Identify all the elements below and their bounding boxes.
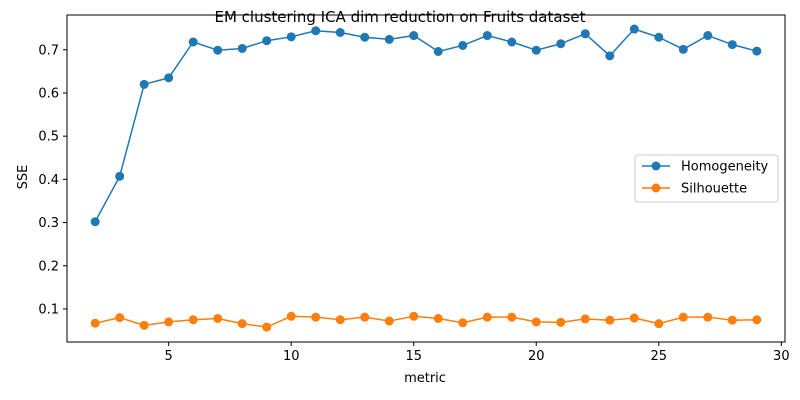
data-point-homogeneity — [237, 43, 247, 53]
plot-area — [90, 24, 762, 332]
data-point-homogeneity — [752, 46, 762, 56]
data-point-silhouette — [164, 317, 174, 327]
legend-marker-silhouette — [651, 183, 661, 193]
chart-title: EM clustering ICA dim reduction on Fruit… — [214, 8, 585, 26]
x-tick-label: 25 — [651, 349, 668, 364]
data-point-silhouette — [115, 313, 125, 323]
data-point-silhouette — [629, 313, 639, 323]
data-point-homogeneity — [629, 24, 639, 34]
data-point-homogeneity — [311, 26, 321, 36]
data-point-homogeneity — [164, 73, 174, 83]
data-point-silhouette — [360, 312, 370, 322]
legend-label-silhouette: Silhouette — [681, 182, 747, 197]
data-point-silhouette — [654, 319, 664, 329]
data-point-homogeneity — [115, 171, 125, 181]
data-point-silhouette — [139, 320, 149, 330]
x-axis: 5 10 15 20 25 30 — [165, 342, 790, 364]
data-point-homogeneity — [286, 32, 296, 42]
y-axis: 0.1 0.2 0.3 0.4 0.5 0.6 0.7 — [38, 43, 67, 317]
x-tick-label: 5 — [165, 349, 173, 364]
data-point-silhouette — [507, 312, 517, 322]
data-point-homogeneity — [654, 32, 664, 42]
data-point-silhouette — [433, 313, 443, 323]
data-point-homogeneity — [188, 37, 198, 47]
x-tick-label: 20 — [528, 349, 545, 364]
axes-frame — [66, 14, 786, 343]
data-point-homogeneity — [262, 36, 272, 46]
data-point-homogeneity — [213, 45, 223, 55]
legend-marker-homogeneity — [651, 161, 661, 171]
data-point-silhouette — [262, 322, 272, 332]
data-point-silhouette — [752, 315, 762, 325]
series-line-silhouette — [95, 315, 757, 328]
y-tick-label: 0.7 — [38, 43, 59, 58]
data-point-silhouette — [311, 312, 321, 322]
data-point-homogeneity — [556, 39, 566, 49]
data-point-homogeneity — [139, 79, 149, 89]
y-tick-label: 0.5 — [38, 130, 59, 145]
data-point-silhouette — [409, 311, 419, 321]
data-point-silhouette — [213, 313, 223, 323]
legend: Homogeneity Silhouette — [634, 154, 779, 203]
data-point-silhouette — [605, 315, 615, 325]
y-tick-label: 0.4 — [38, 173, 59, 188]
x-tick-label: 10 — [283, 349, 300, 364]
x-tick-label: 30 — [773, 349, 790, 364]
y-tick-label: 0.2 — [38, 259, 59, 274]
data-point-silhouette — [580, 314, 590, 324]
data-point-silhouette — [90, 318, 100, 328]
y-tick-label: 0.1 — [38, 302, 59, 317]
data-point-silhouette — [556, 317, 566, 327]
data-point-homogeneity — [90, 217, 100, 227]
data-point-silhouette — [678, 312, 688, 322]
y-tick-label: 0.6 — [38, 86, 59, 101]
data-point-homogeneity — [433, 47, 443, 57]
data-point-homogeneity — [384, 34, 394, 44]
data-point-homogeneity — [409, 31, 419, 41]
data-point-homogeneity — [727, 40, 737, 50]
data-point-homogeneity — [605, 51, 615, 61]
data-point-silhouette — [188, 315, 198, 325]
legend-box — [634, 154, 779, 203]
data-point-silhouette — [458, 318, 468, 328]
x-tick-label: 15 — [405, 349, 422, 364]
data-point-silhouette — [237, 319, 247, 329]
data-point-homogeneity — [360, 32, 370, 42]
data-point-homogeneity — [335, 27, 345, 37]
data-point-silhouette — [286, 311, 296, 321]
data-point-silhouette — [703, 312, 713, 322]
data-point-homogeneity — [458, 40, 468, 50]
data-point-homogeneity — [531, 45, 541, 55]
data-point-homogeneity — [482, 31, 492, 41]
y-axis-label: SSE — [16, 165, 31, 190]
legend-label-homogeneity: Homogeneity — [681, 160, 769, 175]
data-point-homogeneity — [703, 31, 713, 41]
y-tick-label: 0.3 — [38, 216, 59, 231]
data-point-silhouette — [335, 315, 345, 325]
data-point-homogeneity — [507, 37, 517, 47]
data-point-silhouette — [482, 312, 492, 322]
data-point-homogeneity — [678, 44, 688, 54]
data-point-silhouette — [727, 315, 737, 325]
data-point-homogeneity — [580, 29, 590, 39]
data-point-silhouette — [531, 317, 541, 327]
data-point-silhouette — [384, 316, 394, 326]
series-line-homogeneity — [94, 28, 758, 223]
x-axis-label: metric — [404, 371, 446, 386]
